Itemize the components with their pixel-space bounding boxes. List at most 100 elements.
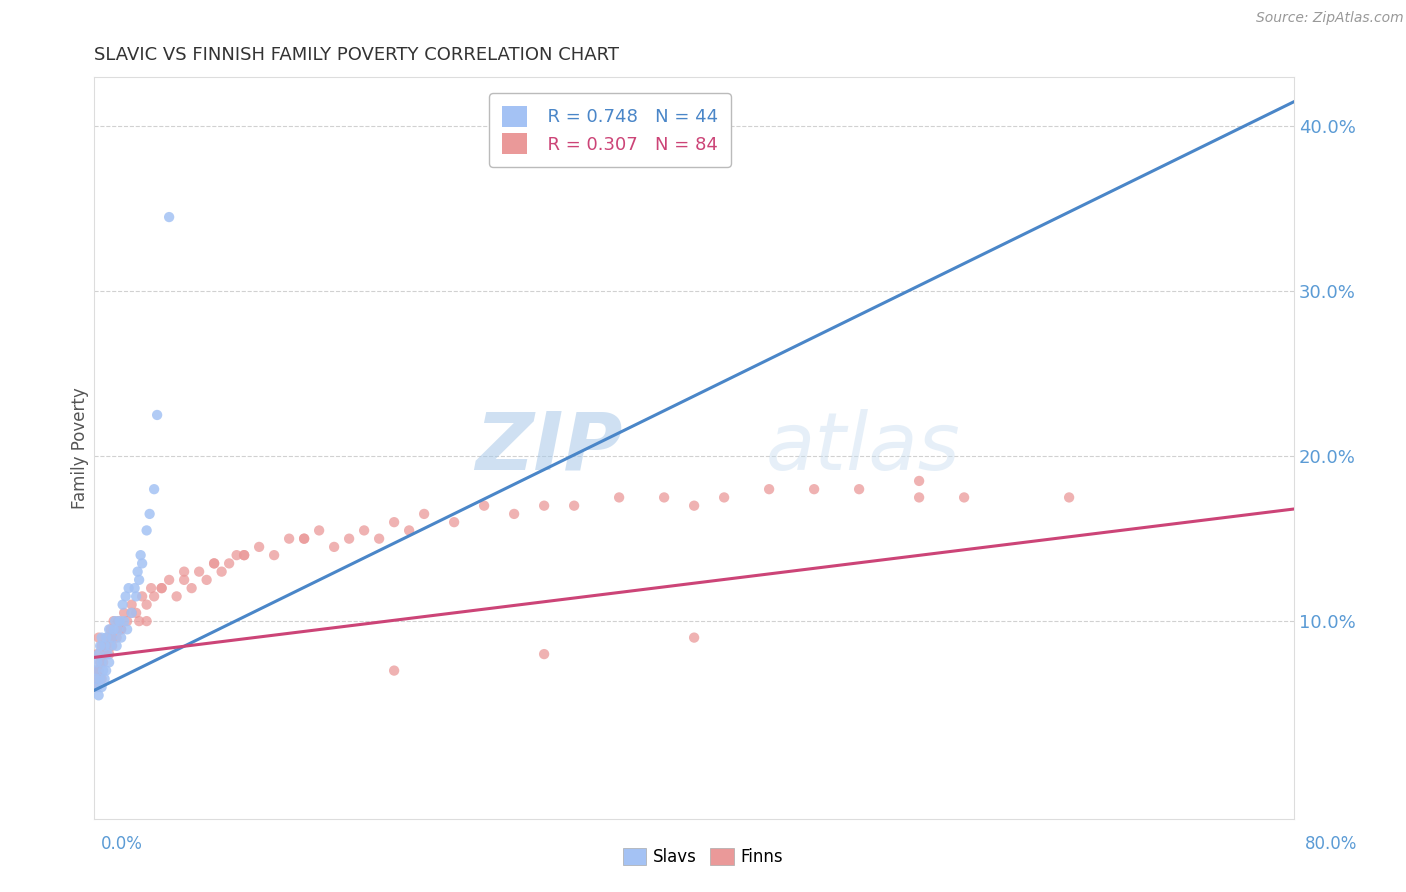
Point [150, 581, 173, 595]
Point [90, 656, 112, 670]
Point [90, 656, 112, 670]
Point [135, 614, 157, 628]
Point [125, 590, 148, 604]
Point [195, 573, 218, 587]
Point [292, 532, 315, 546]
Point [180, 581, 202, 595]
Point [98, 623, 121, 637]
Point [115, 614, 138, 628]
Point [139, 581, 162, 595]
Y-axis label: Family Poverty: Family Poverty [72, 387, 89, 508]
Point [107, 614, 129, 628]
Point [94, 631, 117, 645]
Point [278, 532, 301, 546]
Point [84, 680, 107, 694]
Point [112, 614, 135, 628]
Point [90, 672, 112, 686]
Point [124, 581, 146, 595]
Point [94, 639, 117, 653]
Point [353, 524, 375, 538]
Point [368, 532, 391, 546]
Point [87, 689, 110, 703]
Point [188, 565, 211, 579]
Point [908, 491, 931, 505]
Point [115, 623, 138, 637]
Point [292, 532, 315, 546]
Point [247, 540, 270, 554]
Point [103, 623, 125, 637]
Point [90, 680, 112, 694]
Text: atlas: atlas [766, 409, 960, 487]
Point [104, 614, 127, 628]
Point [103, 614, 125, 628]
Point [86, 656, 108, 670]
Point [135, 524, 157, 538]
Text: ZIP: ZIP [475, 409, 621, 487]
Point [127, 565, 149, 579]
Point [91, 656, 114, 670]
Point [98, 647, 121, 661]
Point [443, 515, 465, 529]
Point [533, 499, 555, 513]
Point [908, 474, 931, 488]
Point [100, 623, 122, 637]
Point [173, 573, 195, 587]
Point [233, 548, 256, 562]
Point [110, 631, 132, 645]
Point [128, 614, 150, 628]
Point [143, 590, 166, 604]
Point [157, 210, 180, 224]
Text: SLAVIC VS FINNISH FAMILY POVERTY CORRELATION CHART: SLAVIC VS FINNISH FAMILY POVERTY CORRELA… [94, 46, 619, 64]
Point [129, 548, 152, 562]
Point [114, 590, 136, 604]
Point [713, 491, 735, 505]
Point [105, 631, 128, 645]
Point [93, 639, 115, 653]
Point [173, 565, 195, 579]
Point [211, 565, 233, 579]
Point [110, 623, 132, 637]
Point [125, 606, 148, 620]
Text: 80.0%: 80.0% [1305, 835, 1357, 853]
Point [233, 548, 256, 562]
Point [562, 499, 585, 513]
Point [683, 631, 706, 645]
Point [100, 639, 122, 653]
Point [202, 557, 225, 571]
Point [107, 623, 129, 637]
Point [87, 631, 110, 645]
Point [93, 647, 115, 661]
Point [308, 524, 330, 538]
Text: Source: ZipAtlas.com: Source: ZipAtlas.com [1256, 11, 1403, 25]
Point [382, 664, 405, 678]
Point [105, 639, 128, 653]
Point [110, 623, 132, 637]
Point [87, 664, 110, 678]
Point [953, 491, 976, 505]
Text: 0.0%: 0.0% [101, 835, 143, 853]
Point [117, 581, 139, 595]
Point [150, 581, 173, 595]
Point [503, 507, 526, 521]
Point [94, 664, 117, 678]
Point [86, 672, 108, 686]
Point [202, 557, 225, 571]
Point [101, 631, 124, 645]
Point [472, 499, 495, 513]
Point [131, 590, 153, 604]
Point [135, 598, 157, 612]
Legend:   R = 0.748   N = 44,   R = 0.307   N = 84: R = 0.748 N = 44, R = 0.307 N = 84 [489, 94, 731, 167]
Point [131, 557, 153, 571]
Point [121, 606, 143, 620]
Point [683, 499, 706, 513]
Point [97, 631, 120, 645]
Point [97, 647, 120, 661]
Point [94, 647, 117, 661]
Point [143, 482, 166, 496]
Point [225, 548, 247, 562]
Point [1057, 491, 1080, 505]
Point [111, 598, 134, 612]
Point [263, 548, 285, 562]
Point [108, 614, 131, 628]
Point [398, 524, 420, 538]
